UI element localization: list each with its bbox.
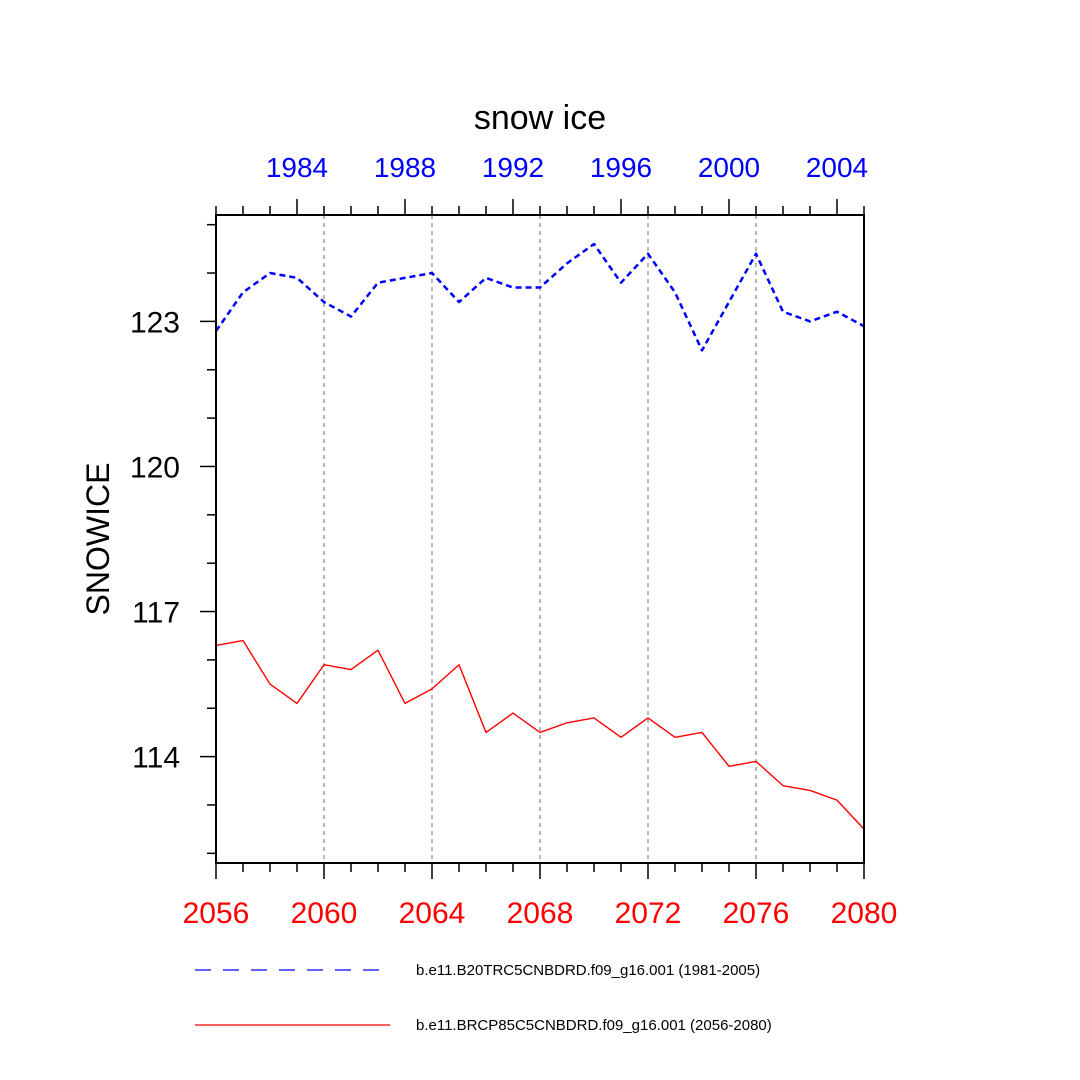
bottom-tick-label-2056: 2056	[183, 897, 250, 930]
series-line-historical	[214, 242, 865, 352]
legend-label-historical: b.e11.B20TRC5CNBDRD.f09_g16.001 (1981-20…	[416, 962, 760, 979]
chart-title: snow ice	[474, 99, 606, 137]
top-tick-label-1992: 1992	[482, 152, 544, 183]
axis-layer: 2056 2060 2064 2068 2072 2076 2080 1984 1988 1992…	[130, 152, 897, 930]
legend-label-future: b.e11.BRCP85C5CNBDRD.f09_g16.001 (2056-2…	[416, 1017, 772, 1034]
bottom-tick-label-2064: 2064	[399, 897, 466, 930]
series-layer	[214, 242, 865, 830]
top-tick-label-1984: 1984	[266, 152, 328, 183]
y-tick-label-114: 114	[132, 742, 180, 775]
top-tick-label-1988: 1988	[374, 152, 436, 183]
top-tick-label-2004: 2004	[806, 152, 868, 183]
top-tick-label-1996: 1996	[590, 152, 652, 183]
series-line-future	[215, 639, 865, 830]
y-tick-label-123: 123	[130, 306, 180, 339]
bottom-tick-label-2076: 2076	[723, 897, 790, 930]
bottom-tick-label-2080: 2080	[831, 897, 898, 930]
top-tick-label-2000: 2000	[698, 152, 760, 183]
grid-layer	[323, 215, 757, 863]
bottom-tick-label-2072: 2072	[615, 897, 682, 930]
y-tick-label-117: 117	[132, 597, 180, 630]
legend: b.e11.B20TRC5CNBDRD.f09_g16.001 (1981-20…	[195, 962, 772, 1034]
y-tick-label-120: 120	[130, 451, 180, 484]
y-axis-label: SNOWICE	[80, 463, 116, 616]
bottom-tick-label-2068: 2068	[507, 897, 574, 930]
bottom-tick-label-2060: 2060	[291, 897, 358, 930]
